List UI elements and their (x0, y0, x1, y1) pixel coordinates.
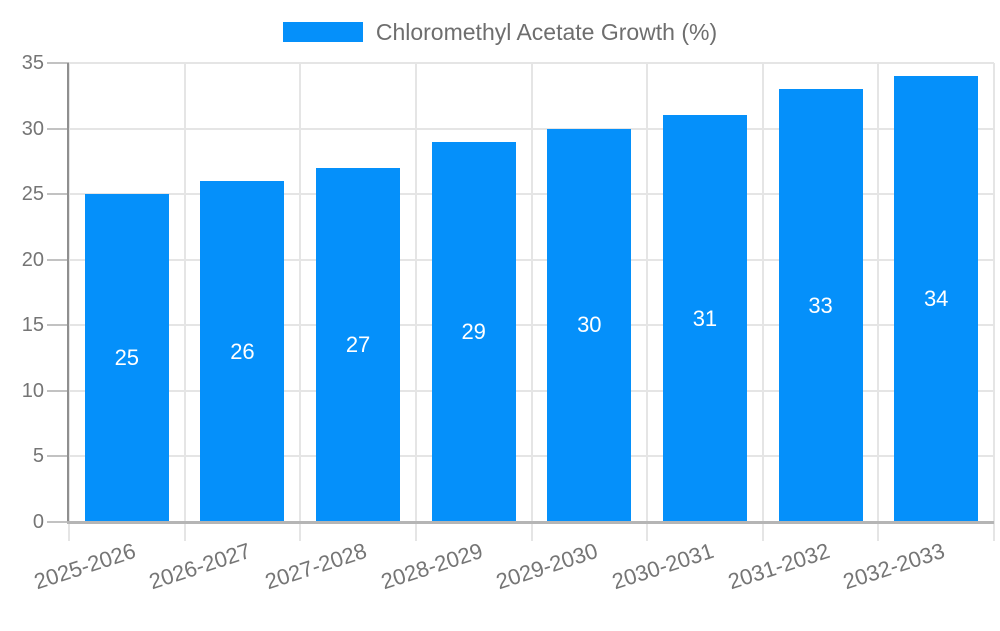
y-tick-mark (47, 258, 69, 261)
y-axis-tick-label: 5 (32, 445, 44, 468)
bar-value-label: 26 (230, 338, 255, 364)
y-tick-mark (47, 521, 69, 523)
x-gridline (993, 63, 995, 541)
y-axis-tick-label: 35 (21, 52, 44, 74)
bar-2030-2031[interactable] (662, 115, 747, 522)
bar-2032-2033[interactable] (894, 76, 979, 522)
bar-2031-2032[interactable] (778, 89, 863, 522)
bar-value-label: 25 (114, 345, 140, 371)
y-axis-tick-label: 25 (21, 183, 44, 206)
x-gridline (761, 63, 764, 541)
y-axis-tick-label: 30 (21, 117, 44, 140)
x-axis-line (67, 521, 994, 524)
bar-value-label: 33 (808, 292, 833, 318)
bar-value-label: 30 (577, 312, 602, 338)
x-gridline (646, 63, 649, 541)
legend-label: Chloromethyl Acetate Growth (%) (375, 18, 718, 45)
x-gridline (414, 63, 417, 541)
plot-area: 0 5 10 15 20 25 30 35 25 2025-2026 26 2026-2027 27 20… (21, 52, 995, 594)
bar-value-label: 31 (692, 305, 718, 331)
y-tick-mark (47, 324, 69, 327)
y-tick-mark (47, 127, 69, 130)
chart-legend[interactable]: Chloromethyl Acetate Growth (%) (0, 18, 1000, 45)
x-gridline (530, 63, 533, 541)
y-tick-mark (47, 193, 69, 196)
y-tick-mark (47, 455, 69, 458)
x-gridline (68, 63, 70, 541)
bar-value-label: 34 (923, 286, 949, 312)
bar-2028-2029[interactable] (431, 141, 516, 522)
x-gridline (877, 63, 880, 541)
y-tick-mark (47, 62, 69, 64)
x-gridline (183, 63, 186, 541)
bar-value-label: 29 (461, 318, 486, 344)
bar-2027-2028[interactable] (316, 167, 401, 522)
y-axis-tick-label: 0 (32, 511, 44, 533)
bar-2029-2030[interactable] (547, 128, 632, 522)
y-axis-tick-label: 20 (21, 248, 44, 271)
y-axis-tick-label: 15 (21, 314, 44, 337)
bar-2026-2027[interactable] (200, 181, 285, 522)
y-axis-line (67, 63, 69, 522)
bar-chart: Chloromethyl Acetate Growth (%) 0 5 10 15 20… (0, 18, 1000, 594)
legend-swatch (282, 22, 363, 42)
y-axis-tick-label: 10 (21, 379, 44, 402)
x-gridline (299, 63, 302, 541)
y-tick-mark (47, 389, 69, 392)
bar-2025-2026[interactable] (84, 194, 169, 522)
bar-value-label: 27 (345, 331, 371, 357)
